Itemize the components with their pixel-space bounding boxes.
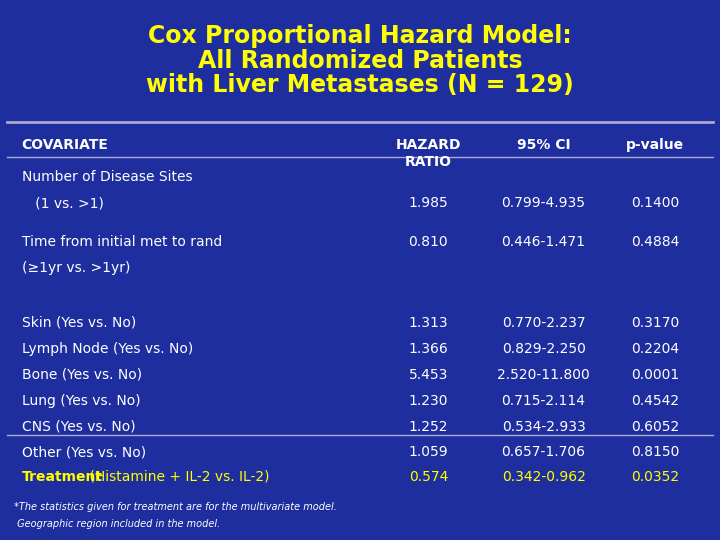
Text: Lung (Yes vs. No): Lung (Yes vs. No) [22,394,140,408]
Text: 1.313: 1.313 [408,316,449,330]
Text: 0.810: 0.810 [408,235,449,249]
Text: p-value: p-value [626,138,684,152]
Text: 0.715-2.114: 0.715-2.114 [502,394,585,408]
Text: 2.520-11.800: 2.520-11.800 [498,368,590,382]
Text: (1 vs. >1): (1 vs. >1) [22,196,104,210]
Text: (≥1yr vs. >1yr): (≥1yr vs. >1yr) [22,261,130,275]
Text: *The statistics given for treatment are for the multivariate model.: *The statistics given for treatment are … [14,502,337,512]
Text: Geographic region included in the model.: Geographic region included in the model. [14,519,220,530]
Text: 0.0352: 0.0352 [631,470,679,484]
Text: 0.657-1.706: 0.657-1.706 [502,446,585,460]
Text: 0.0001: 0.0001 [631,368,680,382]
Text: 1.230: 1.230 [409,394,448,408]
Text: 0.534-2.933: 0.534-2.933 [502,420,585,434]
Text: 0.342-0.962: 0.342-0.962 [502,470,585,484]
Text: Cox Proportional Hazard Model:: Cox Proportional Hazard Model: [148,24,572,48]
Text: Number of Disease Sites: Number of Disease Sites [22,170,192,184]
Text: Bone (Yes vs. No): Bone (Yes vs. No) [22,368,142,382]
Text: 1.366: 1.366 [408,342,449,356]
Text: 0.770-2.237: 0.770-2.237 [502,316,585,330]
Text: CNS (Yes vs. No): CNS (Yes vs. No) [22,420,135,434]
Text: 0.2204: 0.2204 [631,342,679,356]
Text: 95% CI: 95% CI [517,138,570,152]
Text: (Histamine + IL-2 vs. IL-2): (Histamine + IL-2 vs. IL-2) [85,470,269,484]
Text: 1.059: 1.059 [408,446,449,460]
Text: 0.4884: 0.4884 [631,235,680,249]
Text: 1.252: 1.252 [409,420,448,434]
Text: 1.985: 1.985 [408,196,449,210]
Text: 0.1400: 0.1400 [631,196,680,210]
Text: 5.453: 5.453 [409,368,448,382]
Text: 0.6052: 0.6052 [631,420,680,434]
Text: COVARIATE: COVARIATE [22,138,109,152]
Text: 0.446-1.471: 0.446-1.471 [502,235,585,249]
Text: 0.8150: 0.8150 [631,446,680,460]
Text: 0.829-2.250: 0.829-2.250 [502,342,585,356]
Text: with Liver Metastases (N = 129): with Liver Metastases (N = 129) [146,73,574,97]
Text: Lymph Node (Yes vs. No): Lymph Node (Yes vs. No) [22,342,193,356]
Text: 0.799-4.935: 0.799-4.935 [502,196,585,210]
Text: Skin (Yes vs. No): Skin (Yes vs. No) [22,316,136,330]
Text: Time from initial met to rand: Time from initial met to rand [22,235,222,249]
Text: Other (Yes vs. No): Other (Yes vs. No) [22,446,145,460]
Text: All Randomized Patients: All Randomized Patients [198,49,522,72]
Text: HAZARD
RATIO: HAZARD RATIO [396,138,461,169]
Text: 0.574: 0.574 [409,470,448,484]
Text: 0.4542: 0.4542 [631,394,679,408]
Text: 0.3170: 0.3170 [631,316,680,330]
Text: Treatment: Treatment [22,470,102,484]
